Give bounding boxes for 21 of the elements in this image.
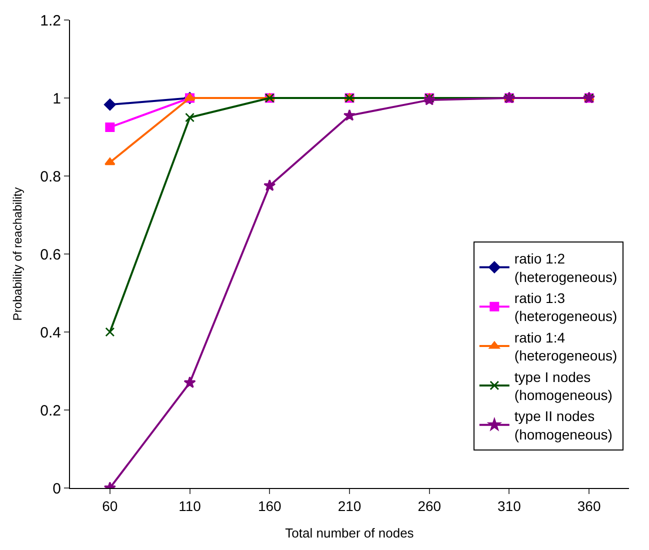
y-tick-label: 0 — [52, 480, 61, 498]
x-axis-title: Total number of nodes — [285, 525, 414, 540]
y-tick-label: 0.4 — [40, 324, 61, 342]
x-tick-label: 110 — [178, 498, 202, 514]
y-tick-label: 1.2 — [40, 12, 61, 30]
x-tick-label: 60 — [102, 498, 118, 514]
y-tick-label: 0.8 — [40, 168, 61, 186]
x-tick-label: 260 — [418, 498, 442, 514]
legend-label: type I nodes (homogeneous) — [514, 368, 612, 404]
y-tick-label: 0.2 — [40, 402, 61, 420]
x-tick-label: 310 — [498, 498, 522, 514]
y-axis-title: Probability of reachability — [10, 187, 24, 321]
legend-label: ratio 1:3 (heterogeneous) — [514, 290, 618, 324]
y-tick-label: 0.6 — [40, 246, 61, 264]
legend-label: ratio 1:4 (heterogeneous) — [514, 329, 618, 364]
x-tick-label: 210 — [338, 498, 362, 514]
y-tick-label: 1 — [52, 90, 61, 108]
x-tick-label: 160 — [258, 498, 282, 514]
legend-label: type II nodes (homogeneous) — [514, 408, 612, 442]
legend-label: ratio 1:2 (heterogeneous) — [514, 250, 618, 285]
x-tick-label: 360 — [577, 498, 601, 514]
